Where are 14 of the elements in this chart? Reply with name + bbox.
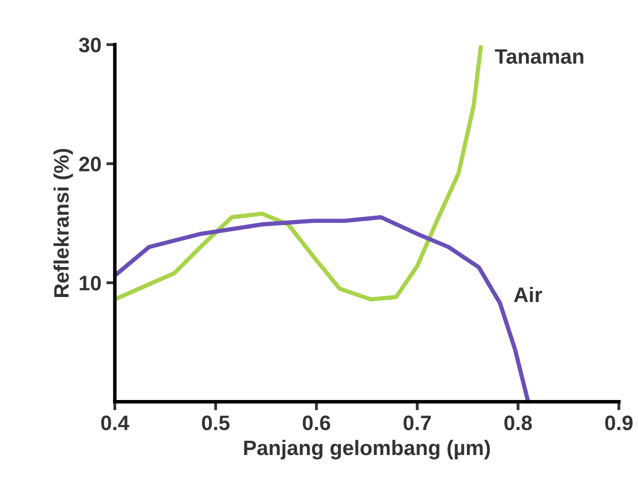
line-series [114, 44, 483, 302]
x-tick-label: 0.4 [101, 416, 130, 430]
y-tick-label: 30 [78, 38, 101, 52]
x-tick-label: 0.6 [302, 416, 330, 430]
y-axis-title: Reflekransi (%) [54, 148, 73, 298]
x-axis-title: Panjang gelombang (µm) [244, 440, 490, 460]
x-tick-label: 0.8 [504, 416, 532, 430]
x-tick-label: 0.5 [202, 416, 230, 430]
x-tick-label: 0.9 [605, 416, 633, 430]
x-tick-label: 0.7 [404, 416, 431, 430]
y-tick-label: 20 [79, 156, 101, 172]
y-tick-label: 10 [80, 276, 101, 290]
series-label: Tanaman [494, 49, 584, 64]
series-label: Air [514, 286, 542, 302]
